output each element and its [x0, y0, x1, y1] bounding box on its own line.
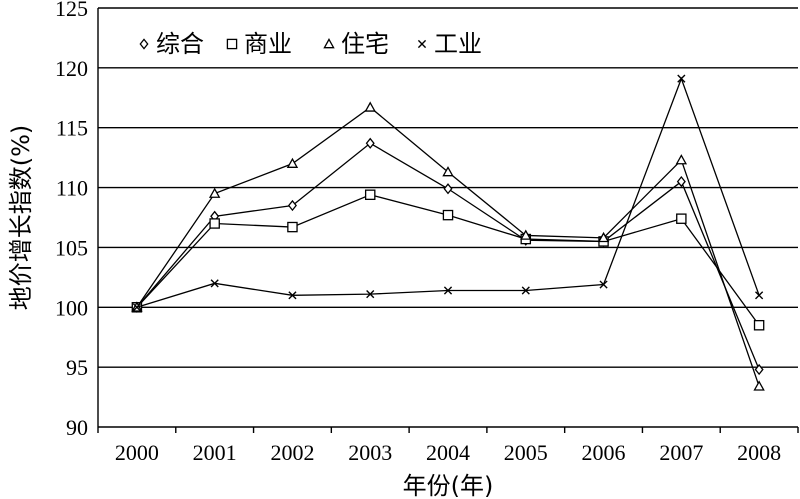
series-diamond [132, 137, 764, 376]
x-tick-label: 2008 [737, 440, 781, 465]
data-point-diamond [676, 175, 686, 188]
data-point-triangle [753, 380, 765, 391]
y-tick-label: 115 [56, 116, 88, 141]
x-tick-label: 2007 [659, 440, 703, 465]
x-tick-label: 2006 [582, 440, 626, 465]
y-tick-label: 90 [66, 415, 88, 440]
y-tick-label: 110 [56, 176, 88, 201]
data-point-triangle [208, 187, 221, 198]
data-point-square [287, 221, 298, 233]
data-point-cross [755, 291, 764, 300]
data-point-triangle [520, 229, 532, 240]
data-point-square [226, 38, 238, 50]
data-point-cross [132, 303, 141, 312]
y-tick-labels: 90 95 100 105 110 115 120 125 [55, 0, 88, 440]
x-tick-label: 2002 [270, 440, 314, 465]
legend-item: 工业 [417, 30, 482, 58]
series-line [136, 142, 760, 370]
x-tick-label: 2003 [348, 440, 392, 465]
gridlines [98, 7, 798, 368]
x-tick-labels: 2000 2001 2002 2003 2004 2005 2006 2007 2008 [115, 440, 781, 465]
data-point-triangle [286, 157, 299, 168]
data-point-cross [599, 280, 608, 289]
data-point-cross [443, 286, 453, 295]
axes [97, 8, 799, 433]
data-point-triangle [675, 154, 688, 165]
data-point-cross [366, 290, 375, 299]
data-point-square [676, 213, 687, 224]
data-point-diamond [443, 183, 453, 195]
x-tick-label: 2000 [115, 440, 159, 465]
data-point-triangle [323, 38, 335, 49]
y-tick-label: 125 [55, 0, 88, 21]
legend-label: 综合 [156, 30, 204, 58]
data-point-diamond [365, 137, 375, 149]
data-point-triangle [597, 231, 610, 243]
x-tick-label: 2004 [426, 440, 470, 465]
series-cross [132, 74, 764, 312]
legend-item: 综合 [139, 30, 204, 58]
y-tick-label: 95 [66, 355, 88, 380]
legend-item: 商业 [226, 30, 292, 58]
series-triangle [131, 101, 765, 391]
data-point-triangle [442, 166, 454, 177]
data-point-square [209, 218, 220, 229]
data-point-square [753, 319, 765, 331]
series [131, 74, 765, 391]
data-point-diamond [139, 38, 149, 50]
legend: 综合 商业 住宅 工业 [139, 30, 482, 58]
data-point-diamond [287, 199, 297, 212]
series-square [131, 189, 765, 331]
legend-item: 住宅 [323, 30, 389, 58]
data-point-cross [417, 39, 427, 49]
x-axis-title: 年份(年) [403, 472, 494, 499]
data-point-diamond [754, 363, 764, 376]
data-point-cross [288, 291, 297, 300]
y-tick-label: 105 [55, 235, 88, 260]
data-point-triangle [364, 101, 376, 112]
legend-label: 工业 [434, 30, 482, 58]
data-point-cross [210, 279, 219, 288]
y-tick-label: 100 [55, 295, 88, 320]
y-axis-title: 地价增长指数(%) [7, 125, 35, 311]
legend-label: 商业 [244, 30, 292, 58]
data-point-cross [677, 74, 686, 83]
y-tick-label: 120 [55, 56, 88, 81]
data-point-square [364, 189, 376, 201]
legend-label: 住宅 [341, 30, 389, 58]
data-point-square [442, 209, 454, 221]
data-point-cross [521, 286, 530, 295]
x-tick-label: 2001 [193, 440, 237, 465]
x-tick-label: 2005 [504, 440, 548, 465]
